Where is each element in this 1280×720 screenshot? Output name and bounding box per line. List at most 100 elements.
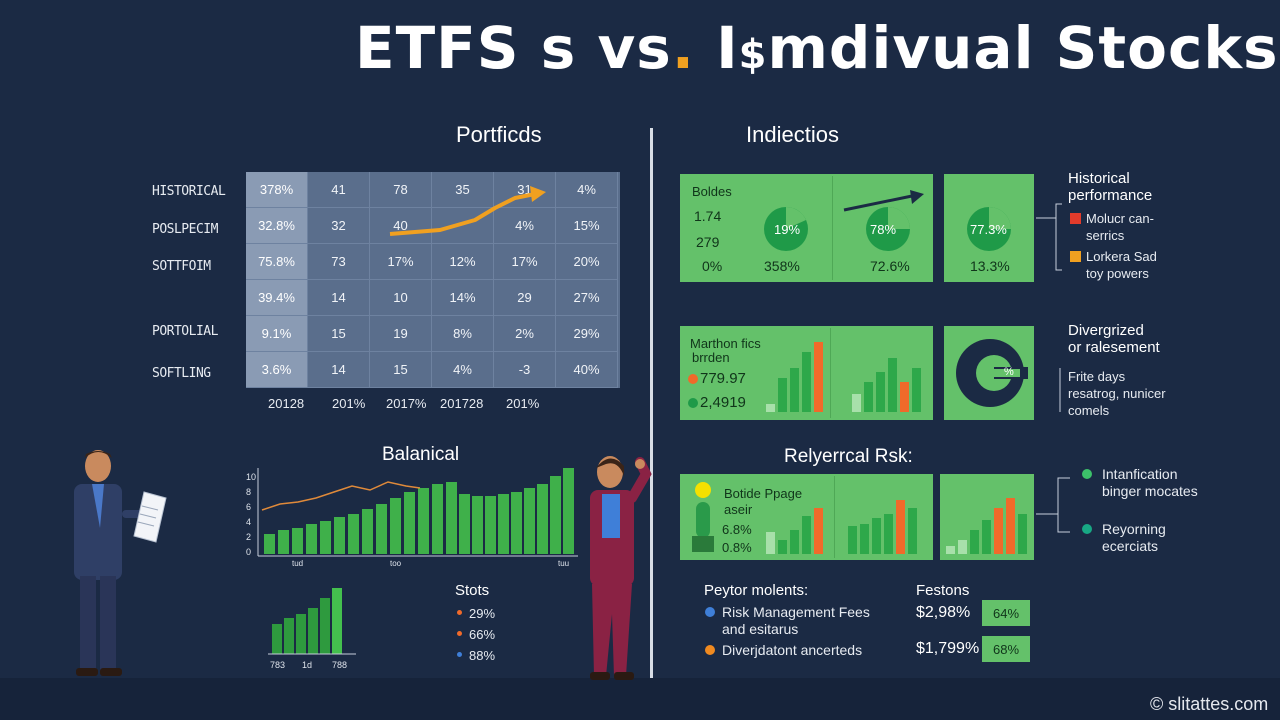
legend-square-icon xyxy=(1070,213,1081,224)
page-title: ETFS s vs. I$mdivual Stocks xyxy=(355,14,1277,94)
grid-cell: 10 xyxy=(370,280,432,316)
balance-bar xyxy=(524,488,535,554)
metrics-value-2: 2,4919 xyxy=(700,394,746,411)
fee-badge: 64% xyxy=(982,600,1030,626)
title-part-2: I xyxy=(694,14,739,82)
balance-bar xyxy=(498,494,509,554)
grid-cell: 17% xyxy=(494,244,556,280)
panel-split xyxy=(830,328,831,418)
risk-bar-chart-2 xyxy=(946,498,1027,554)
bullet-icon xyxy=(457,652,462,657)
businessman-illustration xyxy=(74,450,167,676)
mini-bar xyxy=(332,588,342,654)
grid-cell: 31 xyxy=(494,172,556,208)
arrow-icon xyxy=(843,190,924,212)
bar-mark xyxy=(766,404,775,412)
bar-mark xyxy=(802,352,811,412)
grid-cell: 78 xyxy=(370,172,432,208)
year-label: 201728 xyxy=(440,396,484,411)
portfolio-grid: 378% 41 78 35 31 4% 32.8% 32 40 4% 15% 75.8% 73 17% 12… xyxy=(246,172,620,388)
balance-bar xyxy=(376,504,387,554)
pie-3-label: 77.3% xyxy=(970,222,1007,237)
mini-bar xyxy=(308,608,318,654)
grid-cell: 27% xyxy=(556,280,618,316)
title-part-1: ETFS s vs xyxy=(355,14,672,82)
balance-chart: 10 8 6 4 2 0 tud too tuu xyxy=(246,468,578,568)
risk-value-2: 0.8% xyxy=(722,540,752,555)
grid-cell: 9.1% xyxy=(246,316,308,352)
mini-bar xyxy=(284,618,294,654)
pie-chart-1 xyxy=(764,207,808,251)
grid-cell: 4% xyxy=(494,208,556,244)
mini-bar xyxy=(272,624,282,654)
balance-line xyxy=(261,481,421,511)
fee-value: $2,98% xyxy=(916,604,971,621)
grid-cell: 32.8% xyxy=(246,208,308,244)
y-tick-label: 8 xyxy=(246,487,251,497)
watermark: © slitattes.com xyxy=(1150,694,1269,714)
bar-mark xyxy=(802,516,811,554)
y-tick-label: 0 xyxy=(246,547,251,557)
grid-cell: 17% xyxy=(370,244,432,280)
title-glyph: $ xyxy=(738,32,768,78)
stat-value: 29% xyxy=(469,606,496,621)
grid-cell: 39.4% xyxy=(246,280,308,316)
grid-cell: 3.6% xyxy=(246,352,308,388)
mini-bar xyxy=(320,598,330,654)
bar-mark xyxy=(888,358,897,412)
x-tick-label: tud xyxy=(292,559,303,568)
logo-panel: % xyxy=(944,326,1034,420)
legend-square-icon xyxy=(1070,251,1081,262)
bar-mark xyxy=(790,530,799,554)
risk-title: Relyerrcal Rsk: xyxy=(784,446,913,467)
pie-2-label: 78% xyxy=(870,222,897,237)
title-dot: . xyxy=(671,14,695,82)
grid-cell: 14 xyxy=(308,352,370,388)
grid-row-label: HISTORICAL xyxy=(152,184,226,199)
balance-bar xyxy=(511,492,522,554)
balance-bar xyxy=(537,484,548,554)
balance-bar xyxy=(278,530,289,554)
bar-mark xyxy=(896,500,905,554)
logo-text: % xyxy=(1004,366,1014,378)
legend-line-2: binger mocates xyxy=(1102,483,1198,499)
risk-label-1: Botide Ppage xyxy=(724,486,803,501)
bar-mark xyxy=(852,394,861,412)
presenter-illustration xyxy=(590,456,652,680)
mini-tick-label: 1d xyxy=(302,660,312,670)
euro-logo-icon xyxy=(956,339,1028,407)
year-label: 2017% xyxy=(386,396,427,411)
bracket-line-2 xyxy=(1059,368,1061,412)
risk-value-1: 6.8% xyxy=(722,522,752,537)
grid-cell: 32 xyxy=(308,208,370,244)
metrics-label-2: brrden xyxy=(692,350,730,365)
grid-row-label: POSLPECIM xyxy=(152,222,218,237)
y-tick-label: 4 xyxy=(246,517,251,527)
bar-mark xyxy=(1006,498,1015,554)
bar-mark xyxy=(884,514,893,554)
bar-mark xyxy=(848,526,857,554)
grid-cell: 29% xyxy=(556,316,618,352)
balance-bar xyxy=(472,496,483,554)
risk-panel: Botide Ppage aseir 6.8% 0.8% xyxy=(680,474,933,560)
bar-mark xyxy=(900,382,909,412)
pie-1-label: 19% xyxy=(774,222,801,237)
grid-row-label: PORTOLIAL xyxy=(152,324,218,339)
balance-title: Balanical xyxy=(382,444,460,465)
bullet-icon xyxy=(705,607,715,617)
bottom-item-line-1: Diverjdatont ancerteds xyxy=(722,642,863,658)
x-tick-label: tuu xyxy=(558,559,569,568)
metrics-bar-chart xyxy=(766,342,921,412)
bar-mark xyxy=(872,518,881,554)
floor-band xyxy=(0,678,1280,720)
grid-cell: 35 xyxy=(432,172,494,208)
balance-bar xyxy=(390,498,401,554)
year-label: 20128 xyxy=(268,396,305,411)
balance-bar xyxy=(348,514,359,554)
bar-mark xyxy=(814,342,823,412)
panel-value-2: 279 xyxy=(696,234,720,250)
bar-mark xyxy=(912,368,921,412)
legend-line-1: Intanfication xyxy=(1102,466,1178,482)
diver-line: comels xyxy=(1068,403,1110,418)
bar-mark xyxy=(958,540,967,554)
